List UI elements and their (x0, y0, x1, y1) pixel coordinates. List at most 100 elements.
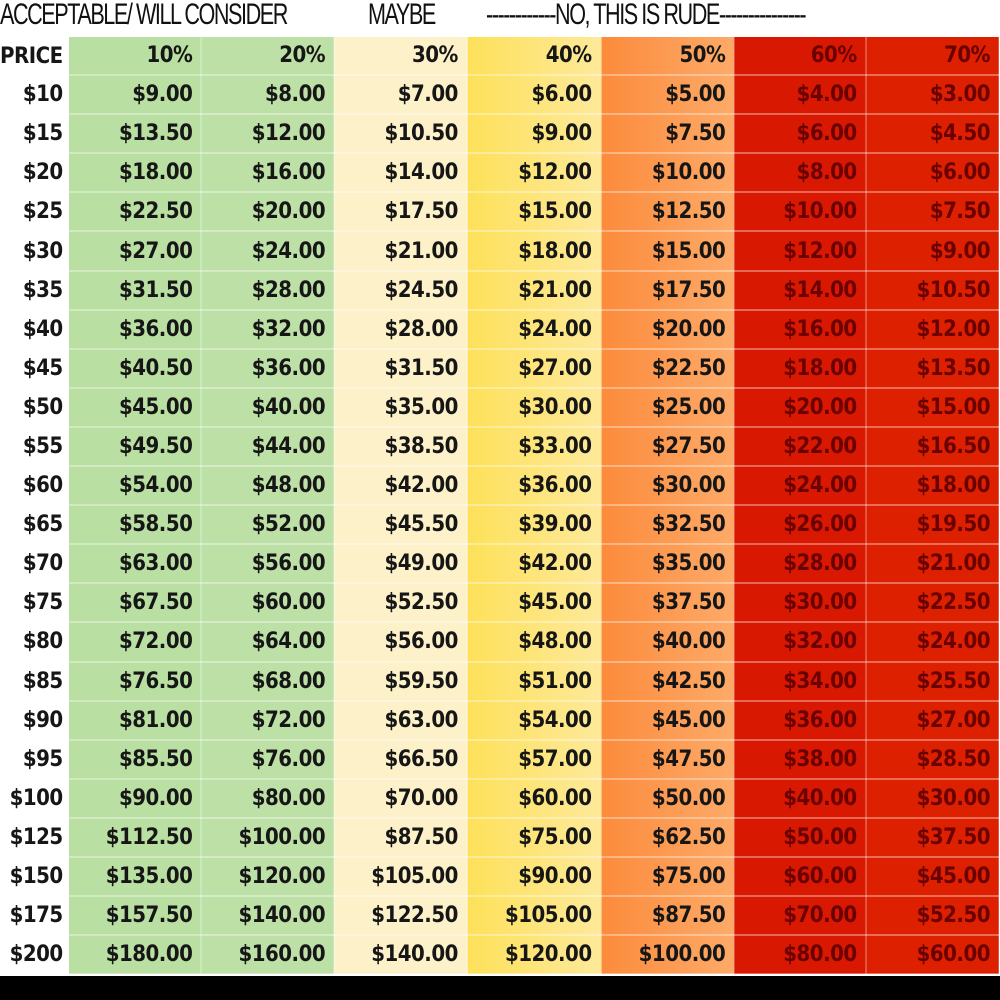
discount-cell: $32.00 (734, 622, 867, 663)
price-cell: $85 (0, 661, 69, 701)
discount-cell: $47.50 (600, 739, 736, 780)
discount-cell: $3.00 (865, 75, 1000, 116)
table-row: $175 $157.50 $140.00 $122.50 $105.00 $87.50 $7… (0, 896, 1000, 937)
discount-cell: $180.00 (68, 935, 203, 976)
discount-cell: $12.00 (734, 231, 867, 272)
discount-cell: $9.00 (68, 75, 203, 116)
discount-cell: $6.00 (466, 75, 602, 116)
discount-cell: $37.50 (865, 817, 1000, 858)
discount-cell: $87.50 (600, 896, 736, 937)
table-row: $50 $45.00 $40.00 $35.00 $30.00 $25.00 $20.00 $… (0, 387, 1000, 428)
price-cell: $200 (0, 935, 69, 975)
discount-cell: $37.50 (600, 583, 736, 624)
label-maybe: MAYBE (368, 0, 436, 31)
discount-cell: $12.00 (865, 309, 1000, 350)
discount-cell: $20.00 (600, 309, 736, 350)
table-row: $10 $9.00 $8.00 $7.00 $6.00 $5.00 $4.00 $3.00 (0, 75, 1000, 116)
discount-cell: $87.50 (334, 817, 468, 858)
price-cell: $15 (0, 114, 69, 154)
discount-cell: $18.00 (466, 231, 602, 272)
discount-cell: $30.00 (865, 778, 1000, 819)
discount-cell: $40.00 (734, 778, 867, 819)
discount-cell: $105.00 (466, 896, 602, 937)
discount-cell: $56.00 (201, 544, 336, 585)
discount-cell: 20% (201, 37, 336, 77)
discount-cell: $4.50 (865, 114, 1000, 155)
table-row: $20 $18.00 $16.00 $14.00 $12.00 $10.00 $8.00 $6… (0, 153, 1000, 194)
discount-cell: $17.50 (600, 270, 736, 311)
table-row: $75 $67.50 $60.00 $52.50 $45.00 $37.50 $30.00 $… (0, 583, 1000, 624)
price-cell: $70 (0, 544, 69, 584)
discount-cell: $42.50 (600, 661, 736, 702)
price-cell: PRICE (0, 37, 69, 76)
discount-cell: $6.00 (865, 153, 1000, 194)
discount-cell: $72.00 (201, 700, 336, 741)
table-row: $60 $54.00 $48.00 $42.00 $36.00 $30.00 $24.00 $… (0, 466, 1000, 507)
price-cell: $20 (0, 153, 69, 193)
price-cell: $60 (0, 466, 69, 506)
discount-cell: $76.00 (201, 739, 336, 780)
discount-cell: $62.50 (600, 817, 736, 858)
discount-cell: $60.00 (865, 935, 1000, 976)
discount-cell: $9.00 (466, 114, 602, 155)
price-cell: $150 (0, 856, 69, 897)
discount-cell: $8.00 (201, 75, 336, 116)
discount-cell: $80.00 (201, 778, 336, 819)
table-row: $85 $76.50 $68.00 $59.50 $51.00 $42.50 $34.00 $… (0, 661, 1000, 702)
label-rude: ------------NO, THIS IS RUDE------------… (486, 0, 807, 31)
discount-cell: $33.00 (466, 426, 602, 468)
discount-cell: $24.00 (201, 231, 336, 272)
table-row: $25 $22.50 $20.00 $17.50 $15.00 $12.50 $10.00 $… (0, 192, 1000, 233)
discount-cell: $20.00 (201, 192, 336, 233)
discount-cell: $28.50 (865, 739, 1000, 780)
discount-cell: $157.50 (68, 896, 203, 937)
discount-cell: $67.50 (68, 583, 203, 624)
discount-cell: $16.00 (201, 153, 336, 194)
discount-cell: $28.00 (334, 309, 468, 350)
price-cell: $65 (0, 505, 69, 545)
discount-cell: $75.00 (600, 856, 736, 898)
discount-cell: $27.00 (865, 700, 1000, 741)
price-cell: $80 (0, 622, 69, 662)
discount-cell: $27.50 (600, 426, 736, 468)
discount-cell: $30.00 (600, 466, 736, 507)
discount-cell: 70% (865, 37, 1000, 77)
price-cell: $30 (0, 231, 69, 271)
discount-cell: $72.00 (68, 622, 203, 663)
discount-cell: $63.00 (334, 700, 468, 741)
discount-cell: $140.00 (334, 935, 468, 976)
price-cell: $175 (0, 896, 69, 936)
discount-cell: $80.00 (734, 935, 867, 976)
discount-cell: $48.00 (466, 622, 602, 663)
discount-cell: $4.00 (734, 75, 867, 116)
discount-cell: $52.50 (334, 583, 468, 624)
discount-cell: $15.00 (865, 387, 1000, 428)
discount-cell: $18.00 (68, 153, 203, 194)
discount-cell: $35.00 (600, 544, 736, 585)
discount-cell: $45.00 (466, 583, 602, 624)
discount-cell: $21.00 (334, 231, 468, 272)
discount-cell: $49.50 (68, 426, 203, 468)
discount-cell: $5.00 (600, 75, 736, 116)
price-cell: $25 (0, 192, 69, 232)
discount-cell: $24.00 (865, 622, 1000, 663)
discount-cell: $66.50 (334, 739, 468, 780)
discount-cell: $25.50 (865, 661, 1000, 702)
discount-cell: $54.00 (68, 466, 203, 507)
table-row: $100 $90.00 $80.00 $70.00 $60.00 $50.00 $40.00… (0, 778, 1000, 819)
discount-cell: $44.00 (201, 426, 336, 468)
price-cell: $40 (0, 309, 69, 349)
discount-cell: $42.00 (334, 466, 468, 507)
discount-cell: $30.00 (734, 583, 867, 624)
discount-cell: $75.00 (466, 817, 602, 858)
table-row: $55 $49.50 $44.00 $38.50 $33.00 $27.50 $22.00 $… (0, 426, 1000, 468)
discount-cell: $16.50 (865, 426, 1000, 468)
price-cell: $45 (0, 348, 69, 388)
discount-cell: 60% (734, 37, 867, 77)
discount-cell: $13.50 (68, 114, 203, 155)
discount-cell: $76.50 (68, 661, 203, 702)
discount-cell: $90.00 (68, 778, 203, 819)
discount-cell: $45.50 (334, 505, 468, 546)
discount-cell: $22.50 (865, 583, 1000, 624)
discount-cell: $31.50 (68, 270, 203, 311)
